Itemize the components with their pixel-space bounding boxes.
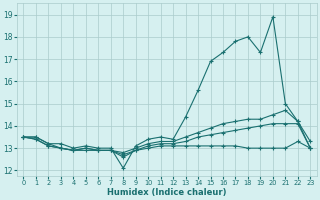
X-axis label: Humidex (Indice chaleur): Humidex (Indice chaleur) [107,188,227,197]
